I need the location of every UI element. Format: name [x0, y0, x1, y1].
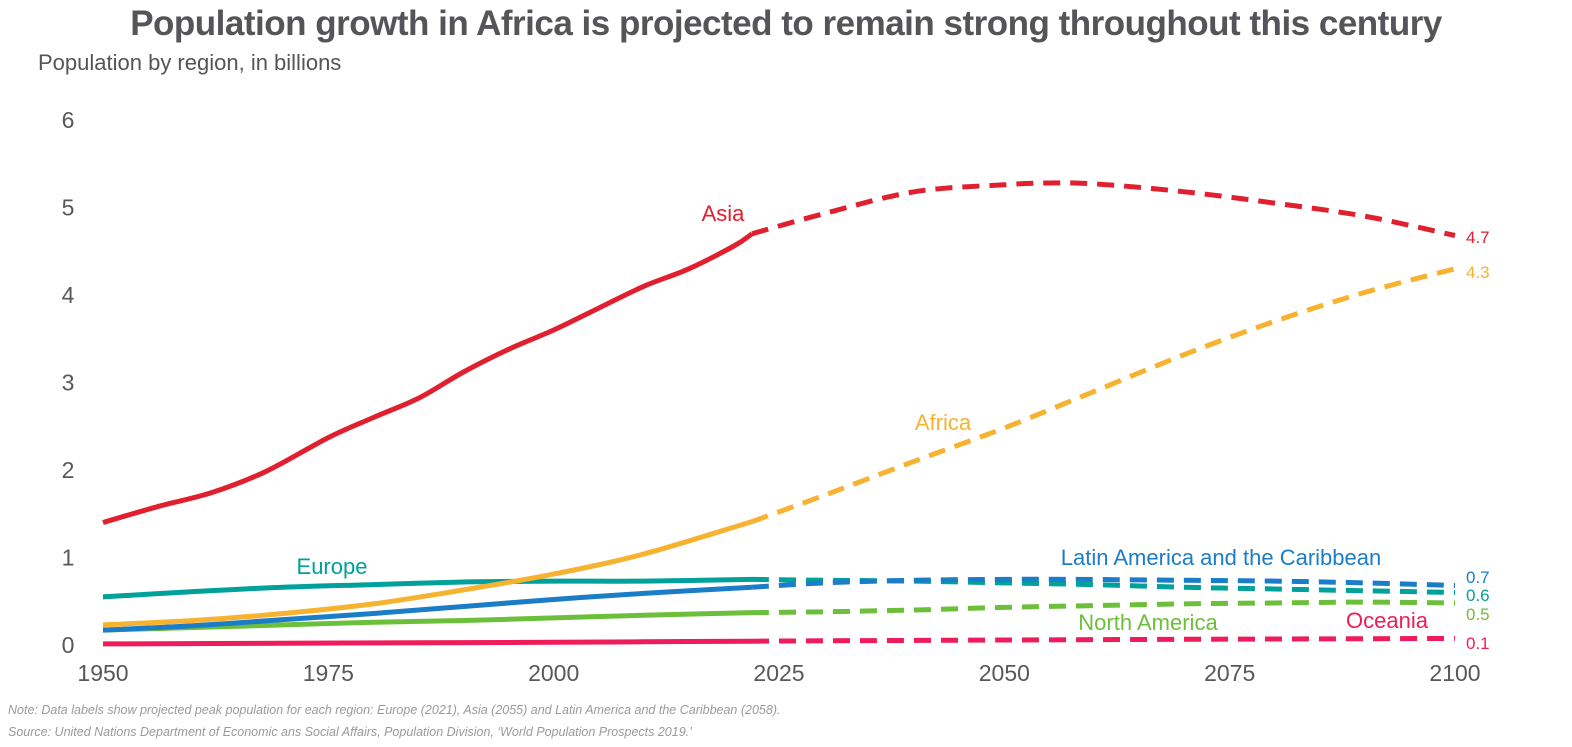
x-tick-label: 1950	[77, 660, 128, 686]
series-label-oceania: Oceania	[1346, 608, 1429, 633]
series-projection-latin-america-and-the-caribbean	[751, 576, 1456, 590]
x-tick-label: 2050	[979, 660, 1030, 686]
series-label-north-america: North America	[1078, 610, 1218, 635]
series-label-latin-america: Latin America and the Caribbean	[1061, 545, 1381, 570]
end-label-europe: 0.6	[1466, 586, 1490, 605]
chart-note: Note: Data labels show projected peak po…	[8, 703, 781, 717]
y-tick-label: 2	[62, 457, 75, 483]
plot-labels: Asia Africa Europe Latin America and the…	[297, 201, 1490, 653]
chart-source: Source: United Nations Department of Eco…	[8, 725, 692, 739]
y-tick-label: 4	[62, 282, 75, 308]
x-tick-label: 2025	[753, 660, 804, 686]
series-projection-asia	[751, 180, 1456, 238]
series-label-europe: Europe	[297, 554, 368, 579]
end-label-oceania: 0.1	[1466, 634, 1490, 653]
series-projection-oceania	[751, 635, 1456, 644]
y-axis-subtitle: Population by region, in billions	[38, 50, 342, 75]
series-projection-africa	[751, 266, 1456, 524]
series-label-africa: Africa	[915, 410, 972, 435]
end-label-north-america: 0.5	[1466, 605, 1490, 624]
plot-series	[102, 180, 1456, 647]
y-tick-label: 5	[62, 195, 75, 221]
x-tick-label: 1975	[303, 660, 354, 686]
series-line-oceania	[102, 638, 753, 647]
chart-title: Population growth in Africa is projected…	[130, 4, 1442, 43]
y-tick-label: 0	[62, 632, 75, 658]
x-tick-label: 2000	[528, 660, 579, 686]
series-label-asia: Asia	[702, 201, 746, 226]
end-label-africa: 4.3	[1466, 263, 1490, 282]
x-tick-label: 2100	[1429, 660, 1480, 686]
series-line-latin-america-and-the-caribbean	[102, 584, 753, 633]
end-label-latin-america: 0.7	[1466, 568, 1490, 587]
x-tick-label: 2075	[1204, 660, 1255, 686]
series-line-europe	[102, 576, 753, 600]
series-line-africa	[102, 519, 753, 628]
y-tick-label: 1	[62, 545, 75, 571]
end-label-asia: 4.7	[1466, 228, 1490, 247]
y-tick-label: 3	[62, 370, 75, 396]
plot-axes: 0 1 2 3 4 5 6 1950 1975 2000 2025 2050 2075 2100	[62, 107, 1481, 686]
y-tick-label: 6	[62, 107, 75, 133]
series-line-asia	[102, 231, 754, 525]
